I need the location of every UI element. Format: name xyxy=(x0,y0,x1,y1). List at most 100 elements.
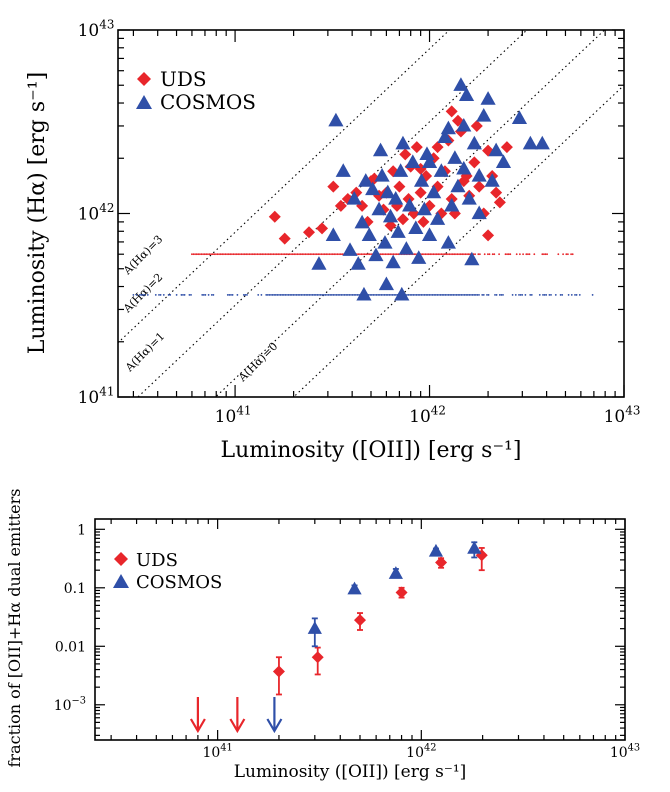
uds-fraction-point xyxy=(396,587,408,599)
uds-limit-dot xyxy=(335,253,337,255)
cosmos-limit-dot xyxy=(333,294,335,296)
cosmos-limit-dot xyxy=(435,294,437,296)
cosmos-limit-dot xyxy=(408,294,410,296)
uds-limit-dot xyxy=(237,253,239,255)
cosmos-point xyxy=(377,235,392,249)
uds-limit-dot xyxy=(466,253,468,255)
uds-fraction-point xyxy=(273,666,285,678)
cosmos-limit-dot xyxy=(283,294,285,296)
uds-limit-dot xyxy=(191,253,193,255)
x-tick-label: 1042 xyxy=(406,743,436,761)
cosmos-limit-dot xyxy=(163,294,165,296)
cosmos-limit-dot xyxy=(147,294,149,296)
cosmos-limit-dot xyxy=(451,294,453,296)
cosmos-limit-dot xyxy=(441,294,443,296)
uds-limit-dot xyxy=(361,253,363,255)
cosmos-limit-dot xyxy=(304,294,306,296)
uds-limit-dot xyxy=(426,253,428,255)
cosmos-limit-dot xyxy=(525,294,527,296)
cosmos-limit-dot xyxy=(229,294,231,296)
cosmos-limit-dot xyxy=(574,294,576,296)
uds-limit-dot xyxy=(215,253,217,255)
uds-point xyxy=(411,141,423,153)
cosmos-limit-dot xyxy=(448,294,450,296)
uds-limit-dot xyxy=(508,253,510,255)
cosmos-point xyxy=(386,255,401,269)
cosmos-limit-dot xyxy=(429,294,431,296)
uds-limit-dot xyxy=(527,253,529,255)
uds-point xyxy=(415,187,427,199)
uds-limit-dot xyxy=(293,253,295,255)
uds-limit-dot xyxy=(463,253,465,255)
cosmos-limit-dot xyxy=(369,294,371,296)
uds-limit-dot xyxy=(357,253,359,255)
uds-limit-dot xyxy=(452,253,454,255)
uds-limit-dot xyxy=(210,253,212,255)
cosmos-limit-dot xyxy=(350,294,352,296)
uds-limit-dot xyxy=(541,253,543,255)
cosmos-limit-dot xyxy=(320,294,322,296)
cosmos-point xyxy=(419,146,434,160)
cosmos-limit-dot xyxy=(269,294,271,296)
uds-limit-dot xyxy=(297,253,299,255)
cosmos-limit-dot xyxy=(473,294,475,296)
uds-fraction-point xyxy=(435,557,447,569)
uds-limit-dot xyxy=(484,253,486,255)
bottom-x-axis-label: Luminosity ([OII]) [erg s⁻¹] xyxy=(234,762,467,782)
cosmos-limit-dot xyxy=(334,294,336,296)
uds-limit-dot xyxy=(276,253,278,255)
cosmos-limit-dot xyxy=(353,294,355,296)
uds-point xyxy=(303,226,315,238)
uds-point xyxy=(399,148,411,160)
cosmos-limit-dot xyxy=(310,294,312,296)
uds-limit-dot xyxy=(529,253,531,255)
y-tick-label: 10−3 xyxy=(54,695,86,713)
uds-limit-dot xyxy=(313,253,315,255)
cosmos-limit-dot xyxy=(499,294,501,296)
uds-limit-dot xyxy=(428,253,430,255)
uds-limit-dot xyxy=(226,253,228,255)
cosmos-limit-dot xyxy=(309,294,311,296)
cosmos-limit-dot xyxy=(201,294,203,296)
cosmos-point xyxy=(379,277,394,291)
cosmos-limit-dot xyxy=(413,294,415,296)
uds-limit-dot xyxy=(442,253,444,255)
cosmos-limit-dot xyxy=(576,294,578,296)
cosmos-limit-dot xyxy=(486,294,488,296)
cosmos-limit-dot xyxy=(211,294,213,296)
cosmos-limit-dot xyxy=(560,294,562,296)
cosmos-point xyxy=(476,108,491,122)
cosmos-limit-dot xyxy=(160,294,162,296)
cosmos-limit-dot xyxy=(416,294,418,296)
uds-limit-dot xyxy=(389,253,391,255)
uds-limit-dot xyxy=(196,253,198,255)
y-tick-label: 1043 xyxy=(78,17,115,41)
uds-limit-dot xyxy=(298,253,300,255)
extinction-label: A(Hα)=2 xyxy=(120,271,165,316)
bottom-legend: UDS COSMOS xyxy=(113,550,222,593)
cosmos-limit-dot xyxy=(136,294,138,296)
uds-limit-dot xyxy=(458,253,460,255)
uds-limit-dot xyxy=(201,253,203,255)
uds-limit-dot xyxy=(209,253,211,255)
uds-limit-dot xyxy=(436,253,438,255)
uds-limit-dot xyxy=(498,253,500,255)
uds-limit-dot xyxy=(425,253,427,255)
cosmos-limit-dot xyxy=(457,294,459,296)
uds-limit-dot xyxy=(249,253,251,255)
top-legend: UDS COSMOS xyxy=(136,67,256,114)
cosmos-limit-dot xyxy=(425,294,427,296)
uds-limit-dot xyxy=(562,253,564,255)
uds-limit-dot xyxy=(369,253,371,255)
extinction-lines xyxy=(59,0,670,618)
cosmos-limit-dot xyxy=(440,294,442,296)
uds-limit-dot xyxy=(244,253,246,255)
uds-point xyxy=(490,187,502,199)
cosmos-limit-dot xyxy=(318,294,320,296)
uds-limit-dot xyxy=(449,253,451,255)
cosmos-limit-dot xyxy=(142,294,144,296)
uds-limit-dot xyxy=(204,253,206,255)
uds-limit-dot xyxy=(252,253,254,255)
legend-cosmos-label: COSMOS xyxy=(160,90,256,114)
uds-limit-dot xyxy=(338,253,340,255)
